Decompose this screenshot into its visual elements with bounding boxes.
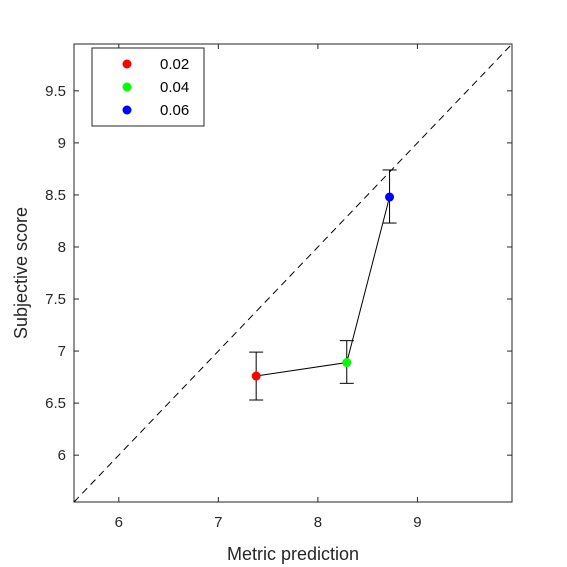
- data-point: [342, 358, 352, 368]
- x-tick-label: 6: [115, 514, 123, 531]
- y-tick-label: 8: [58, 239, 66, 256]
- legend: 0.02 0.04 0.06: [91, 47, 205, 127]
- legend-marker: [122, 105, 132, 115]
- x-tick-label: 8: [314, 514, 322, 531]
- y-tick-label: 9.5: [45, 83, 66, 100]
- data-points: [251, 192, 395, 381]
- legend-marker: [122, 59, 132, 69]
- legend-marker: [122, 82, 132, 92]
- y-axis-ticks: 6 6.5 7 7.5 8 8.5 9 9.5: [45, 83, 512, 464]
- y-tick-label: 6.5: [45, 395, 66, 412]
- data-point: [251, 371, 261, 381]
- y-tick-label: 7: [58, 343, 66, 360]
- y-tick-label: 6: [58, 447, 66, 464]
- y-tick-label: 7.5: [45, 291, 66, 308]
- legend-box: [91, 47, 205, 127]
- y-tick-label: 8.5: [45, 187, 66, 204]
- legend-label: 0.06: [160, 102, 189, 119]
- x-tick-label: 9: [413, 514, 421, 531]
- x-axis-label: Metric prediction: [227, 544, 359, 564]
- identity-reference-line: [73, 43, 513, 503]
- y-axis-label: Subjective score: [11, 207, 31, 339]
- legend-label: 0.04: [160, 79, 189, 96]
- y-tick-label: 9: [58, 135, 66, 152]
- x-tick-label: 7: [214, 514, 222, 531]
- data-point: [385, 192, 395, 202]
- x-axis-ticks: 6 7 8 9: [115, 44, 422, 531]
- legend-label: 0.02: [160, 56, 189, 73]
